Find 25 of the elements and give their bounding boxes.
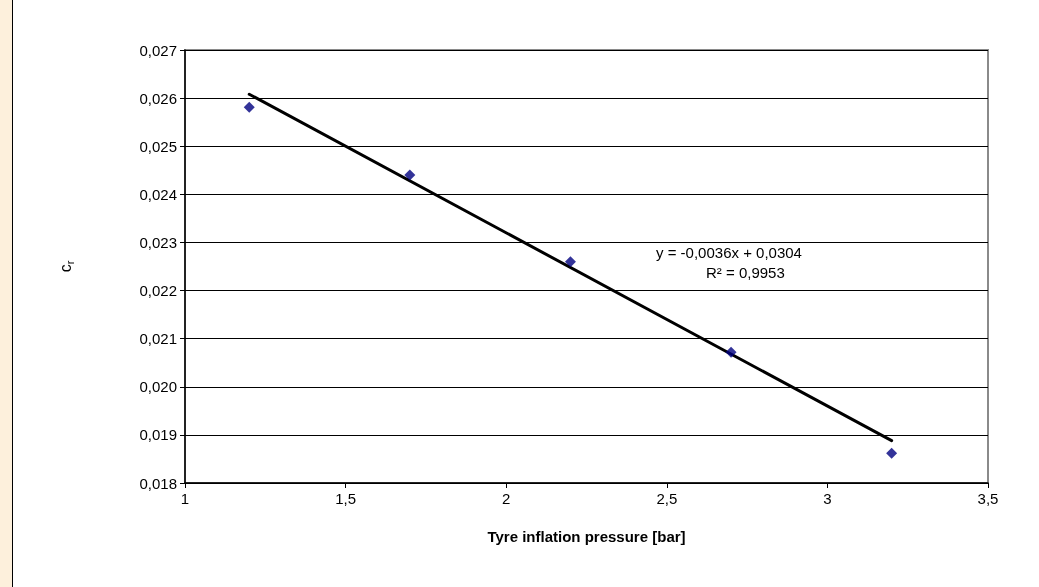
x-tick-label: 2,5 (656, 490, 678, 507)
x-axis-title: Tyre inflation pressure [bar] (487, 528, 686, 545)
x-tick-label: 3 (823, 490, 832, 507)
annotation: R² = 0,9953 (706, 264, 785, 281)
y-tick-label: 0,022 (139, 282, 177, 300)
point (404, 169, 416, 181)
point (725, 346, 737, 358)
x-tick-label: 3,5 (977, 490, 999, 507)
point (886, 447, 898, 459)
y-tick-label: 0,023 (139, 233, 177, 251)
annotation: y = -0,0036x + 0,0304 (656, 244, 802, 261)
point (564, 256, 576, 268)
point (243, 101, 255, 113)
x-tick-label: 2 (502, 490, 511, 507)
y-tick-label: 0,026 (139, 89, 177, 107)
y-tick-label: 0,019 (139, 426, 177, 444)
y-tick-label: 0,024 (139, 185, 177, 203)
y-tick-label: 0,020 (139, 378, 177, 396)
y-tick-label: 0,018 (139, 474, 177, 492)
y-tick-label: 0,021 (139, 330, 177, 348)
y-tick-label: 0,025 (139, 137, 177, 155)
x-tick-label: 1 (180, 490, 190, 507)
y-tick-label: 0,027 (139, 41, 177, 59)
x-tick-label: 1,5 (335, 490, 357, 507)
y-axis-title: cr (57, 260, 76, 273)
